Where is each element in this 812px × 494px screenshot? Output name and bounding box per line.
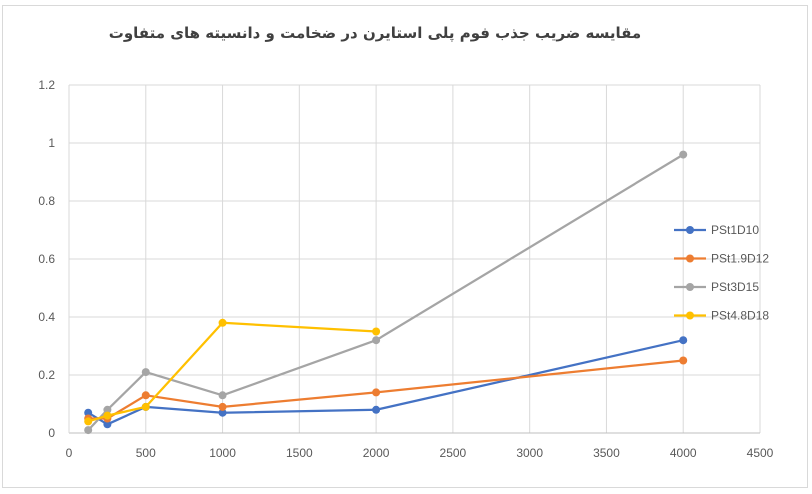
legend-label: PSt1D10 [711,223,759,237]
data-point-marker [103,420,112,429]
data-point-marker [84,408,93,417]
legend-label: PSt1.9D12 [711,252,769,266]
data-point-marker [218,402,227,411]
axes [68,85,760,434]
series-PSt3D15 [84,150,688,435]
data-point-marker [141,368,150,377]
data-point-marker [218,391,227,400]
data-point-marker [679,336,688,345]
data-point-marker [84,417,93,426]
data-point-marker [84,426,93,435]
y-tick-label: 0.4 [38,310,55,324]
y-tick-label: 1 [48,136,55,150]
x-tick-label: 2000 [363,446,390,460]
data-point-marker [679,150,688,159]
x-tick-label: 2500 [440,446,467,460]
legend-marker-icon [686,226,694,234]
x-tick-label: 500 [136,446,156,460]
legend-marker-icon [686,283,694,291]
legend-label: PSt3D15 [711,280,759,294]
series-PSt4.8D18 [84,318,381,426]
data-point-marker [103,411,112,420]
chart-title: مقایسه ضریب جذب فوم پلی استایرن در ضخامت… [108,24,642,42]
data-point-marker [141,402,150,411]
y-tick-label: 0.2 [38,368,55,382]
y-tick-label: 0.8 [38,194,55,208]
x-tick-label: 1000 [209,446,236,460]
data-point-marker [141,391,150,400]
data-point-marker [218,318,227,327]
series-PSt1D10 [84,336,688,429]
y-tick-label: 1.2 [38,78,55,92]
y-tick-label: 0.6 [38,252,55,266]
data-series [84,150,688,435]
legend-marker-icon [686,311,694,320]
x-tick-label: 0 [66,446,73,460]
data-point-marker [372,327,381,336]
x-tick-label: 1500 [286,446,313,460]
data-point-marker [103,405,112,414]
data-point-marker [372,336,381,345]
legend-item: PSt4.8D18 [674,309,769,323]
legend-item: PSt1.9D12 [674,252,769,266]
legend-label: PSt4.8D18 [711,309,769,323]
legend-item: PSt1D10 [674,223,759,237]
x-tick-label: 4000 [670,446,697,460]
x-axis-tick-labels: 0 500 1000 1500 2000 2500 3000 3500 4000 4500 [66,446,774,460]
x-tick-label: 3500 [593,446,620,460]
legend-marker-icon [686,254,694,263]
series-line [87,153,684,431]
data-point-marker [218,408,227,417]
legend: PSt1D10 PSt1.9D12 PSt3D15 PSt4.8D18 [674,223,769,323]
data-point-marker [372,405,381,414]
x-tick-label: 4500 [747,446,774,460]
y-tick-label: 0 [48,426,55,440]
legend-item: PSt3D15 [674,280,759,294]
y-axis-tick-labels: 0 0.2 0.4 0.6 0.8 1 1.2 [38,78,55,440]
series-PSt1.9D12 [84,356,688,423]
x-tick-label: 3000 [516,446,543,460]
data-point-marker [372,388,381,397]
data-point-marker [679,356,688,365]
